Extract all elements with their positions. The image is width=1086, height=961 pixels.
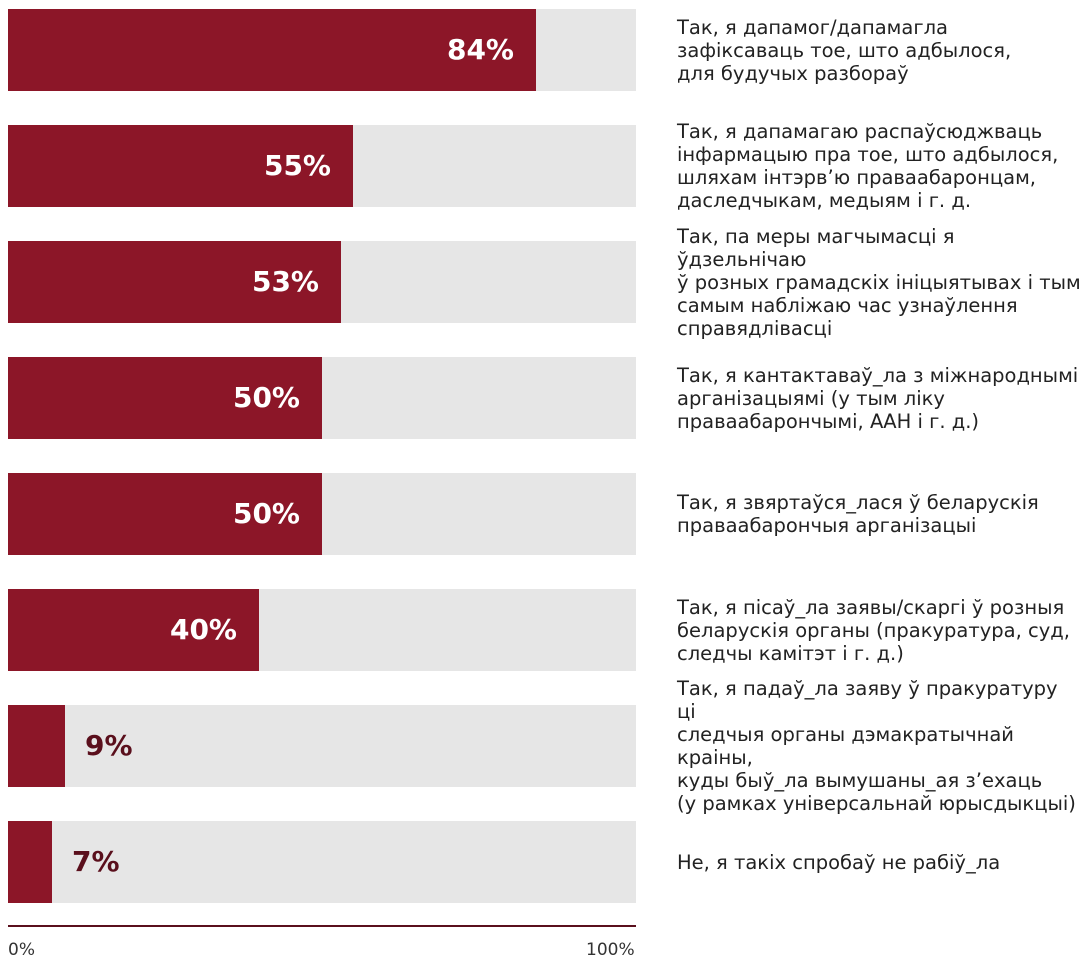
x-tick-label-max: 100% <box>586 940 635 960</box>
bar-track-1 <box>8 125 636 207</box>
bar-3 <box>8 357 322 439</box>
bar-track-6 <box>8 705 636 787</box>
category-label-box-4: Так, я звяртаўся_лася ў беларускія права… <box>677 473 1082 555</box>
category-label-box-5: Так, я пісаў_ла заявы/скаргі ў розныя бе… <box>677 589 1082 671</box>
bar-7 <box>8 821 52 903</box>
bar-1 <box>8 125 353 207</box>
category-label-box-2: Так, па меры магчымасці я ўдзельнічаю ў … <box>677 225 1082 340</box>
bar-track-3 <box>8 357 636 439</box>
category-label-0: Так, я дапамог/дапамагла зафіксаваць тое… <box>677 15 1012 85</box>
bar-value-label-6: 9% <box>85 729 133 762</box>
bar-6 <box>8 705 65 787</box>
bar-2 <box>8 241 341 323</box>
category-label-7: Не, я такіх спробаў не рабіў_ла <box>677 850 1001 874</box>
x-axis-line <box>8 925 636 927</box>
bar-value-label-7: 7% <box>72 845 120 878</box>
bar-value-label-4: 50% <box>232 497 300 530</box>
category-label-3: Так, я кантактаваў_ла з міжнароднымі арг… <box>677 363 1079 433</box>
bar-track-2 <box>8 241 636 323</box>
bar-value-label-5: 40% <box>169 613 237 646</box>
category-label-4: Так, я звяртаўся_лася ў беларускія права… <box>677 491 1039 537</box>
category-label-box-7: Не, я такіх спробаў не рабіў_ла <box>677 821 1082 903</box>
category-label-1: Так, я дапамагаю распаўсюджваць інфармац… <box>677 120 1059 212</box>
x-tick-label-min: 0% <box>8 940 35 960</box>
bar-5 <box>8 589 259 671</box>
category-label-box-0: Так, я дапамог/дапамагла зафіксаваць тое… <box>677 9 1082 91</box>
bar-track-7 <box>8 821 636 903</box>
category-label-box-1: Так, я дапамагаю распаўсюджваць інфармац… <box>677 120 1082 212</box>
bar-value-label-3: 50% <box>232 381 300 414</box>
category-label-box-6: Так, я падаў_ла заяву ў пракуратуру ці с… <box>677 677 1082 815</box>
bar-track-5 <box>8 589 636 671</box>
bar-track-0 <box>8 9 636 91</box>
category-label-box-3: Так, я кантактаваў_ла з міжнароднымі арг… <box>677 357 1082 439</box>
bar-4 <box>8 473 322 555</box>
category-label-6: Так, я падаў_ла заяву ў пракуратуру ці с… <box>677 677 1076 815</box>
bar-value-label-2: 53% <box>251 265 319 298</box>
category-label-5: Так, я пісаў_ла заявы/скаргі ў розныя бе… <box>677 595 1070 665</box>
category-label-2: Так, па меры магчымасці я ўдзельнічаю ў … <box>677 224 1081 340</box>
bar-0 <box>8 9 536 91</box>
bar-value-label-0: 84% <box>446 33 514 66</box>
bar-track-4 <box>8 473 636 555</box>
bar-value-label-1: 55% <box>263 149 331 182</box>
